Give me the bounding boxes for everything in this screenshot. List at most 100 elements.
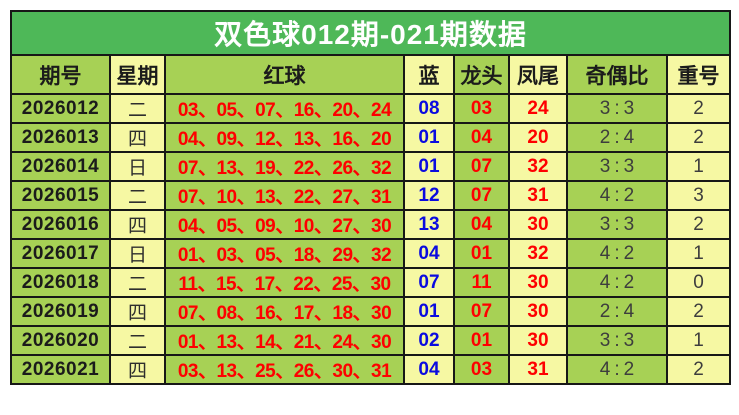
cell-phoenix-tail: 24 [508,93,568,124]
cell-odd-even-ratio: 4:2 [566,267,668,298]
cell-dragon-head: 07 [453,296,510,327]
cell-dragon-head: 03 [453,354,510,385]
cell-issue: 2026013 [10,122,111,153]
cell-red-balls: 03、05、07、16、20、24 [164,93,405,124]
cell-odd-even-ratio: 4:2 [566,354,668,385]
cell-issue: 2026014 [10,151,111,182]
cell-blue: 04 [403,354,455,385]
cell-repeat-count: 1 [665,325,732,356]
cell-issue: 2026015 [10,180,111,211]
cell-odd-even-ratio: 4:2 [566,180,668,211]
cell-blue: 12 [403,180,455,211]
col-header-phoenix-tail: 凤尾 [508,54,568,95]
cell-phoenix-tail: 30 [508,325,568,356]
cell-red-balls: 07、08、16、17、18、30 [164,296,405,327]
table-row: 2026013 四 04、09、12、13、16、20 01 04 20 2:4 2 [10,122,732,153]
cell-blue: 13 [403,209,455,240]
cell-repeat-count: 2 [665,296,732,327]
cell-repeat-count: 2 [665,122,732,153]
cell-odd-even-ratio: 4:2 [566,238,668,269]
table-row: 2026012 二 03、05、07、16、20、24 08 03 24 3:3 2 [10,93,732,124]
cell-red-balls: 04、09、12、13、16、20 [164,122,405,153]
cell-odd-even-ratio: 3:3 [566,209,668,240]
cell-dragon-head: 07 [453,151,510,182]
cell-weekday: 四 [109,354,166,385]
cell-issue: 2026021 [10,354,111,385]
col-header-red-balls: 红球 [164,54,405,95]
cell-issue: 2026012 [10,93,111,124]
table-row: 2026018 二 11、15、17、22、25、30 07 11 30 4:2 0 [10,267,732,298]
cell-issue: 2026018 [10,267,111,298]
col-header-odd-even-ratio: 奇偶比 [566,54,668,95]
cell-blue: 01 [403,122,455,153]
cell-repeat-count: 2 [665,93,732,124]
cell-weekday: 二 [109,180,166,211]
cell-blue: 01 [403,296,455,327]
cell-odd-even-ratio: 3:3 [566,325,668,356]
cell-weekday: 日 [109,238,166,269]
cell-issue: 2026017 [10,238,111,269]
cell-issue: 2026019 [10,296,111,327]
col-header-weekday: 星期 [109,54,166,95]
col-header-blue: 蓝 [403,54,455,95]
cell-odd-even-ratio: 2:4 [566,122,668,153]
cell-odd-even-ratio: 3:3 [566,93,668,124]
table-row: 2026015 二 07、10、13、22、27、31 12 07 31 4:2 3 [10,180,732,211]
cell-repeat-count: 2 [665,354,732,385]
lottery-data-table: 双色球012期-021期数据 期号 星期 红球蓝龙头 凤尾 奇偶比 重号 2026012 二… [9,10,732,385]
cell-odd-even-ratio: 3:3 [566,151,668,182]
cell-red-balls: 07、13、19、22、26、32 [164,151,405,182]
header-row: 期号 星期 红球蓝龙头 凤尾 奇偶比 重号 [10,54,732,95]
table-row: 2026016 四 04、05、09、10、27、30 13 04 30 3:3 2 [10,209,732,240]
cell-red-balls: 04、05、09、10、27、30 [164,209,405,240]
cell-blue: 04 [403,238,455,269]
page: 双色球012期-021期数据 期号 星期 红球蓝龙头 凤尾 奇偶比 重号 2026012 二… [9,10,732,385]
title-row: 双色球012期-021期数据 [9,10,732,56]
cell-repeat-count: 1 [665,151,732,182]
cell-phoenix-tail: 31 [508,180,568,211]
cell-red-balls: 07、10、13、22、27、31 [164,180,405,211]
cell-odd-even-ratio: 2:4 [566,296,668,327]
col-header-dragon-head: 龙头 [453,54,510,95]
cell-dragon-head: 04 [453,122,510,153]
cell-repeat-count: 1 [665,238,732,269]
cell-blue: 02 [403,325,455,356]
cell-red-balls: 11、15、17、22、25、30 [164,267,405,298]
cell-blue: 01 [403,151,455,182]
cell-dragon-head: 01 [453,325,510,356]
cell-phoenix-tail: 32 [508,151,568,182]
table-body: 2026012 二 03、05、07、16、20、24 08 03 24 3:3 2 20260… [10,93,732,385]
cell-dragon-head: 07 [453,180,510,211]
cell-red-balls: 01、03、05、18、29、32 [164,238,405,269]
cell-issue: 2026016 [10,209,111,240]
page-title: 双色球012期-021期数据 [9,10,732,56]
table-row: 2026017 日 01、03、05、18、29、32 04 01 32 4:2 1 [10,238,732,269]
col-header-issue: 期号 [10,54,111,95]
cell-red-balls: 03、13、25、26、30、31 [164,354,405,385]
cell-phoenix-tail: 30 [508,209,568,240]
table-row: 2026019 四 07、08、16、17、18、30 01 07 30 2:4 2 [10,296,732,327]
cell-red-balls: 01、13、14、21、24、30 [164,325,405,356]
cell-weekday: 四 [109,296,166,327]
cell-repeat-count: 3 [665,180,732,211]
cell-weekday: 二 [109,267,166,298]
cell-weekday: 四 [109,122,166,153]
cell-dragon-head: 03 [453,93,510,124]
col-header-repeat-count: 重号 [665,54,732,95]
cell-phoenix-tail: 31 [508,354,568,385]
cell-phoenix-tail: 30 [508,296,568,327]
cell-weekday: 日 [109,151,166,182]
cell-dragon-head: 11 [453,267,510,298]
cell-blue: 07 [403,267,455,298]
cell-dragon-head: 01 [453,238,510,269]
cell-phoenix-tail: 20 [508,122,568,153]
cell-phoenix-tail: 32 [508,238,568,269]
cell-issue: 2026020 [10,325,111,356]
cell-dragon-head: 04 [453,209,510,240]
cell-repeat-count: 0 [665,267,732,298]
cell-weekday: 二 [109,93,166,124]
cell-blue: 08 [403,93,455,124]
table-row: 2026021 四 03、13、25、26、30、31 04 03 31 4:2 2 [10,354,732,385]
cell-weekday: 二 [109,325,166,356]
cell-repeat-count: 2 [665,209,732,240]
